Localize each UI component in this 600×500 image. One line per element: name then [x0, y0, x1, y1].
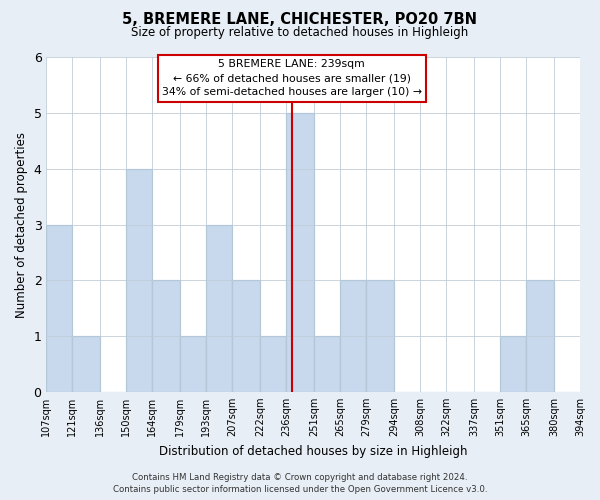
Text: 5, BREMERE LANE, CHICHESTER, PO20 7BN: 5, BREMERE LANE, CHICHESTER, PO20 7BN [122, 12, 478, 28]
Text: Size of property relative to detached houses in Highleigh: Size of property relative to detached ho… [131, 26, 469, 39]
Y-axis label: Number of detached properties: Number of detached properties [15, 132, 28, 318]
Bar [73, 336, 100, 392]
Bar [526, 280, 554, 392]
Text: Contains HM Land Registry data © Crown copyright and database right 2024.
Contai: Contains HM Land Registry data © Crown c… [113, 472, 487, 494]
Bar [260, 336, 286, 392]
Bar [500, 336, 526, 392]
Bar [180, 336, 206, 392]
Bar [152, 280, 180, 392]
Bar [340, 280, 366, 392]
Bar [314, 336, 340, 392]
Text: 5 BREMERE LANE: 239sqm
← 66% of detached houses are smaller (19)
34% of semi-det: 5 BREMERE LANE: 239sqm ← 66% of detached… [162, 59, 422, 97]
Bar [366, 280, 394, 392]
Bar [127, 169, 152, 392]
Bar [46, 224, 73, 392]
X-axis label: Distribution of detached houses by size in Highleigh: Distribution of detached houses by size … [159, 444, 467, 458]
Bar [206, 224, 232, 392]
Bar [286, 113, 314, 392]
Bar [232, 280, 260, 392]
